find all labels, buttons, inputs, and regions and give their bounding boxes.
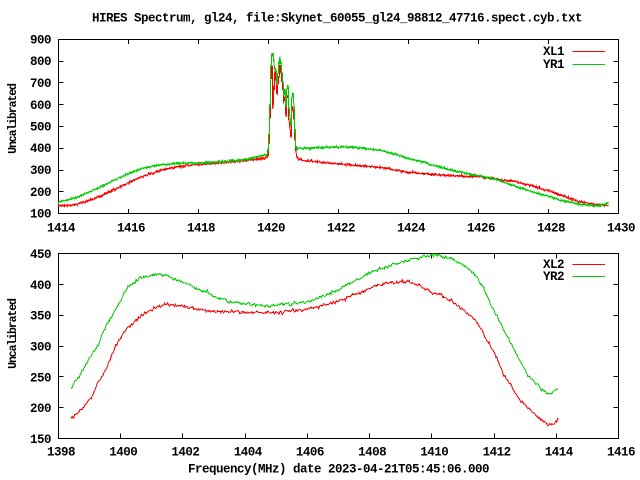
svg-text:1406: 1406 bbox=[296, 446, 324, 460]
svg-text:1410: 1410 bbox=[420, 446, 448, 460]
svg-text:1414: 1414 bbox=[545, 446, 574, 460]
svg-text:100: 100 bbox=[30, 208, 51, 222]
svg-text:150: 150 bbox=[30, 433, 51, 447]
svg-text:YR1: YR1 bbox=[543, 58, 564, 72]
svg-text:1428: 1428 bbox=[537, 222, 565, 236]
svg-text:450: 450 bbox=[30, 248, 51, 262]
svg-text:300: 300 bbox=[30, 341, 51, 355]
svg-text:1416: 1416 bbox=[607, 446, 635, 460]
svg-text:1418: 1418 bbox=[187, 222, 215, 236]
svg-text:1398: 1398 bbox=[47, 446, 75, 460]
svg-text:300: 300 bbox=[30, 164, 51, 178]
svg-text:YR2: YR2 bbox=[543, 270, 564, 284]
svg-text:600: 600 bbox=[30, 99, 51, 113]
svg-text:250: 250 bbox=[30, 371, 51, 385]
svg-text:350: 350 bbox=[30, 310, 51, 324]
svg-text:800: 800 bbox=[30, 55, 51, 69]
svg-text:1404: 1404 bbox=[234, 446, 263, 460]
svg-text:1412: 1412 bbox=[483, 446, 511, 460]
svg-text:1414: 1414 bbox=[47, 222, 76, 236]
svg-text:XL1: XL1 bbox=[543, 45, 564, 59]
svg-text:500: 500 bbox=[30, 121, 51, 135]
svg-text:200: 200 bbox=[30, 402, 51, 416]
svg-text:900: 900 bbox=[30, 34, 51, 48]
svg-text:1400: 1400 bbox=[109, 446, 137, 460]
svg-text:400: 400 bbox=[30, 142, 51, 156]
svg-text:1416: 1416 bbox=[117, 222, 145, 236]
svg-text:HIRES Spectrum, gl24, file:Sky: HIRES Spectrum, gl24, file:Skynet_60055_… bbox=[92, 12, 582, 26]
svg-text:Uncalibrated: Uncalibrated bbox=[7, 298, 20, 369]
svg-text:1408: 1408 bbox=[358, 446, 386, 460]
svg-text:1402: 1402 bbox=[171, 446, 199, 460]
svg-text:400: 400 bbox=[30, 279, 51, 293]
svg-text:Frequency(MHz) date 2023-04-21: Frequency(MHz) date 2023-04-21T05:45:06.… bbox=[188, 463, 489, 477]
svg-text:Uncalibrated: Uncalibrated bbox=[7, 83, 20, 154]
svg-text:700: 700 bbox=[30, 77, 51, 91]
svg-text:1426: 1426 bbox=[467, 222, 495, 236]
svg-text:1430: 1430 bbox=[607, 222, 635, 236]
svg-text:200: 200 bbox=[30, 186, 51, 200]
svg-text:1424: 1424 bbox=[397, 222, 426, 236]
svg-text:XL2: XL2 bbox=[543, 258, 564, 272]
svg-text:1420: 1420 bbox=[257, 222, 285, 236]
svg-text:1422: 1422 bbox=[327, 222, 355, 236]
